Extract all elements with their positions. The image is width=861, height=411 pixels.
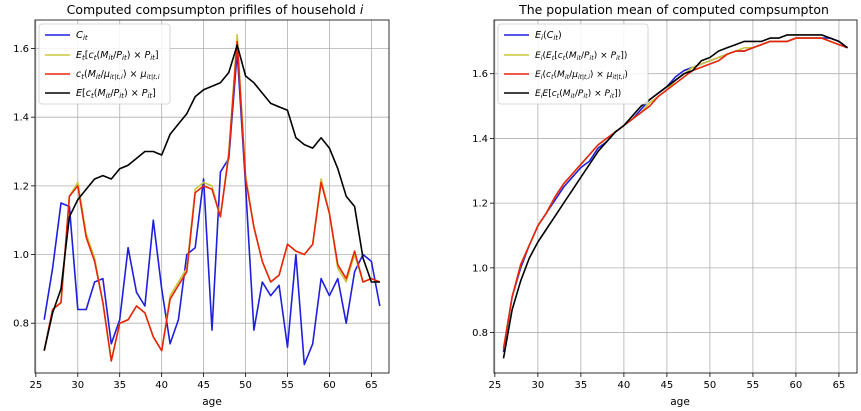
chart-left-ticks: 25 30 35 40 45 50 55 60 65 0.8 1.0 1.2 1.4 1.6 <box>13 44 378 391</box>
y-tick-label: 0.8 <box>472 328 488 339</box>
y-tick-label: 1.0 <box>472 263 488 274</box>
y-tick-label: 1.2 <box>13 181 29 192</box>
x-tick-label: 55 <box>281 380 294 391</box>
chart-right-series <box>502 34 848 359</box>
x-tick-label: 50 <box>704 380 717 391</box>
legend-label-c-it: Cit <box>76 30 88 42</box>
chart-right-ticks: 25 30 35 40 45 50 55 60 65 0.8 1.0 1.2 1.4 1.6 <box>472 69 845 391</box>
chart-left-plot-frame <box>34 19 390 374</box>
chart-right-title: The population mean of computed compsump… <box>518 2 829 17</box>
x-tick-label: 45 <box>661 380 674 391</box>
y-tick-label: 1.4 <box>472 134 488 145</box>
x-tick-label: 45 <box>197 380 210 391</box>
series-line-2 <box>43 40 381 362</box>
series-line-0 <box>43 51 381 366</box>
x-tick-label: 65 <box>833 380 846 391</box>
x-tick-label: 35 <box>575 380 588 391</box>
x-tick-label: 25 <box>488 380 501 391</box>
chart-left-series <box>43 33 381 366</box>
chart-right-plot-frame <box>493 19 858 374</box>
y-tick-label: 1.0 <box>13 250 29 261</box>
x-tick-label: 25 <box>29 380 42 391</box>
chart-left-title: Computed compsumpton prifiles of househo… <box>67 2 364 17</box>
series-line-2 <box>502 37 848 349</box>
x-tick-label: 60 <box>323 380 336 391</box>
x-tick-label: 60 <box>790 380 803 391</box>
legend-label-ei-c: Ei(Cit) <box>535 30 562 42</box>
chart-left-legend: Cit Et[ct(Mit/Pit) × Pit] ct(Mit/μit|t,i… <box>38 23 171 105</box>
y-tick-label: 0.8 <box>13 319 29 330</box>
chart-right-legend: Ei(Cit) Ei(Et[ct(Mit/Pit) × Pit]) Ei(ct(… <box>497 23 649 105</box>
y-tick-label: 1.6 <box>472 69 488 80</box>
x-tick-label: 40 <box>155 380 168 391</box>
x-tick-label: 40 <box>618 380 631 391</box>
y-tick-label: 1.6 <box>13 44 29 55</box>
y-tick-label: 1.2 <box>472 199 488 210</box>
legend-frame <box>497 23 649 105</box>
legend-frame <box>38 23 171 105</box>
series-line-3 <box>43 44 380 351</box>
x-tick-label: 65 <box>365 380 378 391</box>
series-line-3 <box>502 34 848 359</box>
legend-label-eie: EiE[ct(Mit/Pit) × Pit]) <box>535 89 621 100</box>
x-tick-label: 50 <box>239 380 252 391</box>
chart-right: The population mean of computed compsump… <box>472 2 858 408</box>
x-tick-label: 30 <box>532 380 545 391</box>
legend-label-e: E[ct(Mit/Pit) × Pit] <box>76 88 156 100</box>
chart-left: Computed compsumpton prifiles of househo… <box>13 2 390 408</box>
legend-label-ct: ct(Mit/μit|t,i) × μit|t,i <box>76 69 160 81</box>
x-tick-label: 35 <box>113 380 126 391</box>
chart-right-xlabel: age <box>670 396 690 408</box>
legend-label-ei-et: Ei(Et[ct(Mit/Pit) × Pit]) <box>535 51 627 62</box>
x-tick-label: 55 <box>747 380 760 391</box>
chart-left-xlabel: age <box>202 396 222 408</box>
y-tick-label: 1.4 <box>13 113 29 124</box>
legend-label-ei-ct: Ei(ct(Mit/μit|t,i) × μit|t,i) <box>535 70 628 81</box>
x-tick-label: 30 <box>71 380 84 391</box>
legend-label-et: Et[ct(Mit/Pit) × Pit] <box>76 50 159 62</box>
